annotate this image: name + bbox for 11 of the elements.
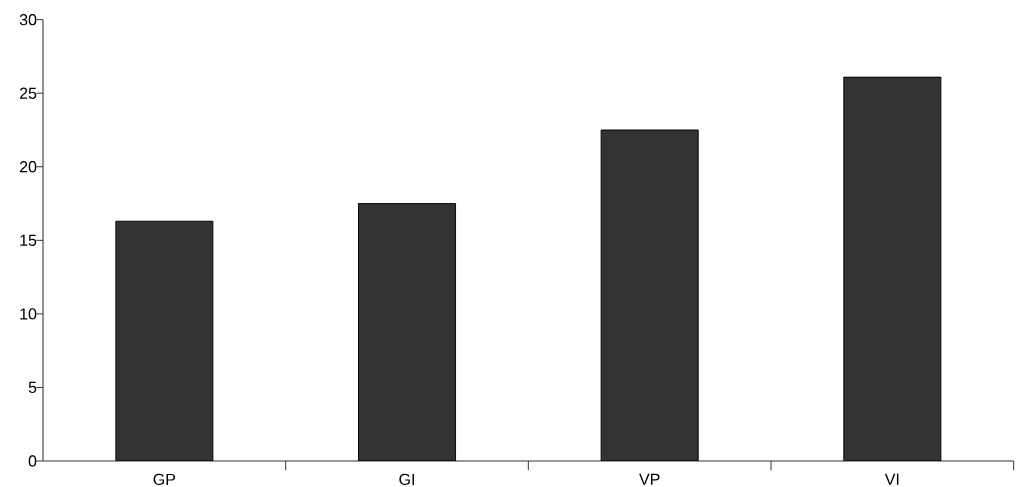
y-tick-label: 20 xyxy=(19,161,37,173)
y-tick-label: 0 xyxy=(28,455,37,467)
y-tick-label: 25 xyxy=(19,87,37,99)
x-tick-label: VI xyxy=(884,473,899,485)
y-tick-label: 5 xyxy=(28,381,37,394)
x-tick-label: GP xyxy=(153,473,176,486)
x-tick-label: GI xyxy=(399,473,414,486)
x-tick-label: VP xyxy=(639,473,660,485)
y-tick-label: 30 xyxy=(19,14,37,26)
y-tick-label: 15 xyxy=(20,234,37,246)
y-tick-label: 10 xyxy=(20,308,37,320)
